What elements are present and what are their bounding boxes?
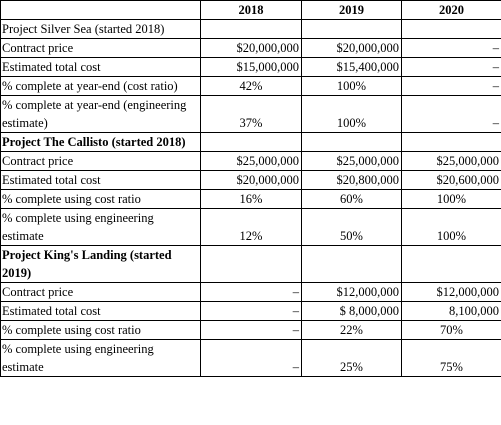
table-row: Contract price $25,000,000 $25,000,000 $…	[0, 151, 501, 171]
row-label: % complete using cost ratio	[0, 189, 201, 209]
cell-2019: $12,000,000	[301, 282, 402, 302]
table-row: % complete using cost ratio – 22% 70%	[0, 320, 501, 340]
cell-2019: $ 8,000,000	[301, 301, 402, 321]
cell-2019: 100%	[301, 76, 402, 96]
cell-2018: 16%	[200, 189, 302, 209]
row-label: % complete using engineering estimate	[0, 339, 201, 377]
empty-cell	[401, 245, 501, 283]
cell-2018: $20,000,000	[200, 170, 302, 190]
section-title-row: Project The Callisto (started 2018)	[0, 132, 501, 152]
cell-2018: –	[200, 301, 302, 321]
cell-2020: –	[401, 76, 501, 96]
empty-cell	[401, 19, 501, 39]
cell-2018: –	[200, 320, 302, 340]
section-title-row: Project King's Landing (started 2019)	[0, 245, 501, 283]
cell-2020: $20,600,000	[401, 170, 501, 190]
table-row: % complete using cost ratio 16% 60% 100%	[0, 189, 501, 209]
table-row: Estimated total cost – $ 8,000,000 8,100…	[0, 301, 501, 321]
row-label: Contract price	[0, 38, 201, 58]
cell-2018: 12%	[200, 208, 302, 246]
cell-2018: 42%	[200, 76, 302, 96]
cell-2020: –	[401, 95, 501, 133]
cell-2018: $25,000,000	[200, 151, 302, 171]
section-title-row: Project Silver Sea (started 2018)	[0, 19, 501, 39]
cell-2019: 60%	[301, 189, 402, 209]
section-title: Project The Callisto (started 2018)	[0, 132, 201, 152]
row-label: Estimated total cost	[0, 170, 201, 190]
cell-2020: –	[401, 38, 501, 58]
row-label: Contract price	[0, 282, 201, 302]
header-blank	[0, 0, 201, 20]
cell-2019: $15,400,000	[301, 57, 402, 77]
table-row: Contract price – $12,000,000 $12,000,000	[0, 282, 501, 302]
cell-2020: 100%	[401, 189, 501, 209]
row-label: % complete at year-end (engineering esti…	[0, 95, 201, 133]
cell-2019: 25%	[301, 339, 402, 377]
cell-2020: 70%	[401, 320, 501, 340]
cell-2020: 8,100,000	[401, 301, 501, 321]
cell-2020: 100%	[401, 208, 501, 246]
table-row: % complete using engineering estimate 12…	[0, 208, 501, 246]
cell-2019: $20,000,000	[301, 38, 402, 58]
table-row: % complete at year-end (engineering esti…	[0, 95, 501, 133]
cell-2019: 50%	[301, 208, 402, 246]
cell-2019: $20,800,000	[301, 170, 402, 190]
table-row: Estimated total cost $15,000,000 $15,400…	[0, 57, 501, 77]
empty-cell	[301, 132, 402, 152]
header-2018: 2018	[200, 0, 302, 20]
row-label: Estimated total cost	[0, 57, 201, 77]
cell-2018: 37%	[200, 95, 302, 133]
row-label: % complete at year-end (cost ratio)	[0, 76, 201, 96]
cell-2020: $12,000,000	[401, 282, 501, 302]
table-row: % complete at year-end (cost ratio) 42% …	[0, 76, 501, 96]
section-title: Project King's Landing (started 2019)	[0, 245, 201, 283]
header-row: 2018 2019 2020	[0, 0, 501, 20]
cell-2018: –	[200, 339, 302, 377]
table-row: Estimated total cost $20,000,000 $20,800…	[0, 170, 501, 190]
row-label: % complete using engineering estimate	[0, 208, 201, 246]
row-label: Estimated total cost	[0, 301, 201, 321]
cell-2019: $25,000,000	[301, 151, 402, 171]
empty-cell	[200, 132, 302, 152]
empty-cell	[401, 132, 501, 152]
row-label: Contract price	[0, 151, 201, 171]
empty-cell	[200, 245, 302, 283]
cell-2018: $20,000,000	[200, 38, 302, 58]
row-label: % complete using cost ratio	[0, 320, 201, 340]
contracts-table: 2018 2019 2020 Project Silver Sea (start…	[0, 0, 501, 377]
empty-cell	[301, 19, 402, 39]
header-2019: 2019	[301, 0, 402, 20]
cell-2018: $15,000,000	[200, 57, 302, 77]
table-row: Contract price $20,000,000 $20,000,000 –	[0, 38, 501, 58]
empty-cell	[301, 245, 402, 283]
cell-2020: –	[401, 57, 501, 77]
cell-2020: $25,000,000	[401, 151, 501, 171]
table-row: % complete using engineering estimate – …	[0, 339, 501, 377]
empty-cell	[200, 19, 302, 39]
cell-2019: 100%	[301, 95, 402, 133]
cell-2019: 22%	[301, 320, 402, 340]
header-2020: 2020	[401, 0, 501, 20]
cell-2018: –	[200, 282, 302, 302]
cell-2020: 75%	[401, 339, 501, 377]
section-title: Project Silver Sea (started 2018)	[0, 19, 201, 39]
